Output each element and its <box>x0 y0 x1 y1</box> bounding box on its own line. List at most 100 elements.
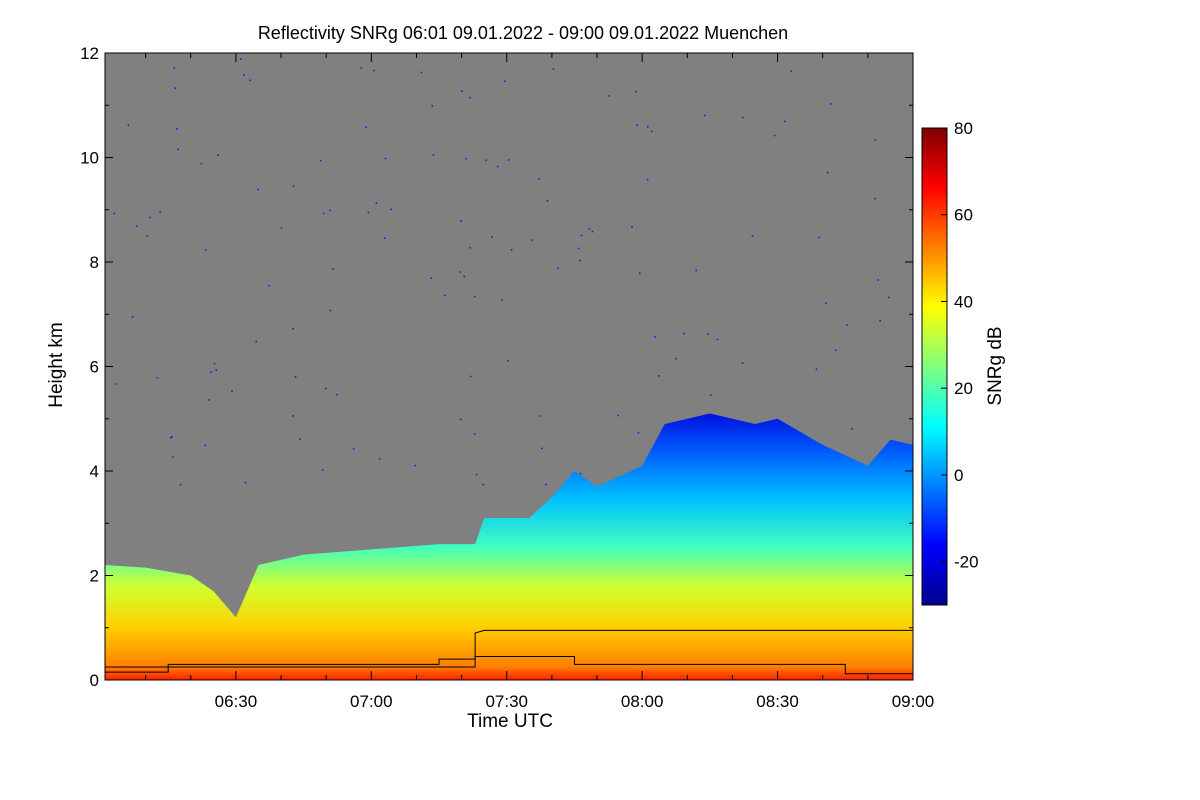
noise-speck <box>292 328 294 330</box>
noise-speck <box>636 124 638 126</box>
colorbar-tick-label: -20 <box>954 553 979 572</box>
noise-speck <box>114 383 117 385</box>
noise-speck <box>319 159 322 162</box>
noise-speck <box>329 209 331 212</box>
noise-speck <box>244 481 247 484</box>
noise-speck <box>360 67 363 69</box>
noise-speck <box>459 271 462 273</box>
noise-speck <box>879 320 881 322</box>
noise-speck <box>414 464 417 467</box>
noise-speck <box>473 433 476 435</box>
noise-speck <box>432 154 435 156</box>
noise-speck <box>501 299 503 301</box>
noise-speck <box>507 159 510 161</box>
noise-speck <box>580 234 583 237</box>
noise-speck <box>504 80 506 82</box>
noise-speck <box>463 275 466 278</box>
noise-speck <box>149 216 152 219</box>
layer-line-2 <box>105 655 913 675</box>
noise-speck <box>546 200 549 202</box>
noise-speck <box>874 139 877 141</box>
y-tick-label: 12 <box>80 44 99 63</box>
noise-speck <box>292 185 295 187</box>
y-tick-label: 0 <box>90 671 99 690</box>
noise-speck <box>268 284 271 287</box>
x-tick-label: 06:30 <box>215 692 258 711</box>
noise-speck <box>332 268 334 270</box>
noise-speck <box>113 212 116 215</box>
noise-speck <box>703 114 706 117</box>
noise-speck <box>531 239 534 241</box>
noise-speck <box>179 483 182 486</box>
noise-speck <box>243 74 245 76</box>
noise-speck <box>292 415 294 417</box>
noise-speck <box>176 128 178 130</box>
x-tick-label: 07:00 <box>350 692 393 711</box>
layer-line-1 <box>105 629 913 673</box>
y-tick-label: 2 <box>90 567 99 586</box>
noise-speck <box>834 349 837 352</box>
noise-speck <box>373 69 375 72</box>
y-tick-label: 10 <box>80 149 99 168</box>
x-tick-label: 09:00 <box>892 692 935 711</box>
noise-speck <box>683 332 685 335</box>
noise-speck <box>631 226 633 228</box>
noise-speck <box>469 96 471 99</box>
noise-speck <box>818 236 821 239</box>
noise-speck <box>469 246 472 249</box>
noise-speck <box>608 95 611 97</box>
noise-speck <box>204 249 207 251</box>
noise-speck <box>210 371 212 373</box>
noise-speck <box>444 294 446 297</box>
noise-speck <box>491 236 493 238</box>
layer-lines <box>105 629 913 675</box>
noise-speck <box>231 390 233 392</box>
noise-speck <box>460 220 463 222</box>
noise-speck <box>294 376 297 378</box>
colorbar-tick-label: 80 <box>954 119 973 138</box>
noise-speck <box>675 358 677 360</box>
cloud-reflectivity-area <box>105 413 913 680</box>
x-tick-label: 08:30 <box>756 692 799 711</box>
colorbar-tick-label: 60 <box>954 206 973 225</box>
noise-speck <box>177 148 179 151</box>
noise-speck <box>617 414 619 417</box>
noise-speck <box>255 340 258 343</box>
noise-speck <box>420 71 423 74</box>
noise-speck <box>156 376 159 379</box>
noise-speck <box>851 428 853 430</box>
noise-speck <box>240 58 242 60</box>
noise-speck <box>171 456 174 458</box>
noise-speck <box>646 178 649 181</box>
noise-speck <box>204 444 207 447</box>
noise-speck <box>591 230 594 233</box>
noise-speck <box>431 104 434 107</box>
noise-speck <box>510 248 513 251</box>
noise-speck <box>638 272 641 275</box>
noise-speck <box>171 435 173 438</box>
noise-speckles <box>113 58 890 486</box>
noise-speck <box>874 197 876 200</box>
noise-speck <box>257 188 259 191</box>
noise-speck <box>324 387 327 390</box>
noise-speck <box>707 333 709 335</box>
noise-speck <box>654 336 656 338</box>
noise-speck <box>826 171 829 174</box>
noise-speck <box>695 269 697 272</box>
noise-speck <box>213 362 216 365</box>
noise-speck <box>557 267 559 270</box>
x-axis-label: Time UTC <box>467 711 553 732</box>
noise-speck <box>146 235 148 237</box>
noise-speck <box>830 103 832 105</box>
noise-speck <box>877 279 880 281</box>
noise-speck <box>579 472 582 475</box>
x-tick-label: 07:30 <box>485 692 528 711</box>
noise-speck <box>208 399 210 401</box>
noise-speck <box>200 162 203 165</box>
noise-speck <box>329 309 332 312</box>
noise-speck <box>384 157 387 160</box>
noise-speck <box>658 375 660 377</box>
noise-speck <box>322 212 325 215</box>
noise-speck <box>482 483 485 486</box>
